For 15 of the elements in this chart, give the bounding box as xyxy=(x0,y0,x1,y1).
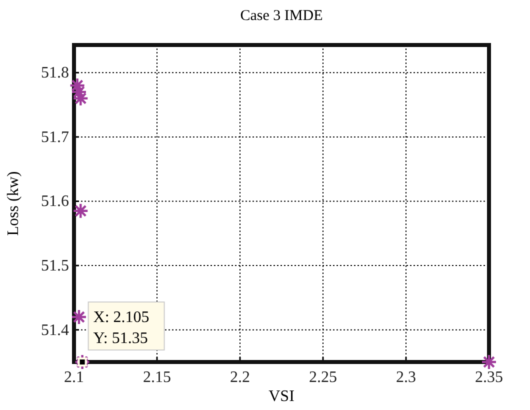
y-tick-label: 51.6 xyxy=(41,193,69,210)
y-tick-label: 51.8 xyxy=(41,64,69,82)
x-tick-label: 2.2 xyxy=(230,369,250,386)
x-tick-label: 2.1 xyxy=(64,369,84,386)
x-tick-label: 2.3 xyxy=(396,369,416,386)
y-axis-title: Loss (kw) xyxy=(5,171,22,236)
x-tick-label: 2.25 xyxy=(309,369,337,386)
chart-title: Case 3 IMDE xyxy=(240,8,323,24)
y-tick-label: 51.4 xyxy=(41,322,69,339)
y-tick-label: 51.5 xyxy=(41,258,69,275)
x-tick-label: 2.15 xyxy=(143,369,171,386)
y-tick-label: 51.7 xyxy=(41,128,69,146)
x-tick-label: 2.35 xyxy=(475,369,503,386)
annotation: X: 2.105 Y: 51.35 xyxy=(93,309,150,347)
x-axis-title: VSI xyxy=(268,388,294,405)
